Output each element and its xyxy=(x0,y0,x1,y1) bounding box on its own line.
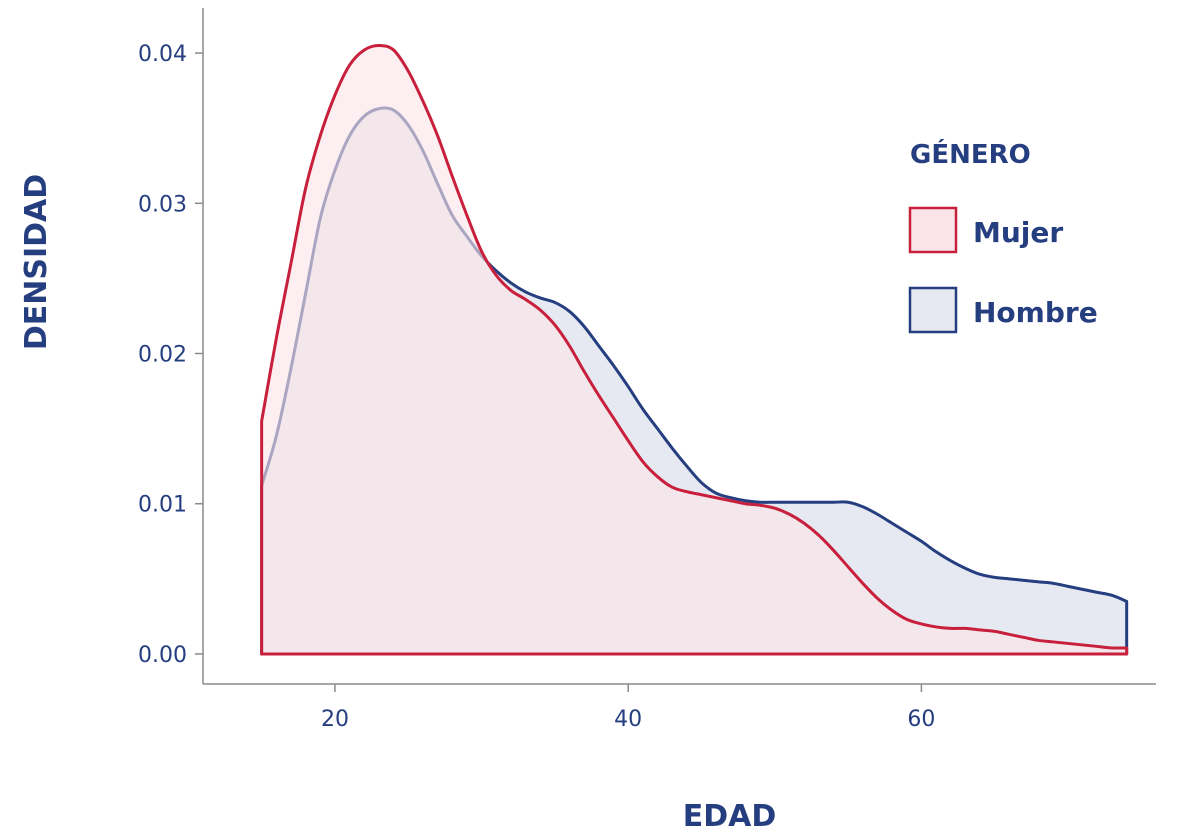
legend-items: Mujer Hombre xyxy=(908,206,1098,334)
x-axis-title: EDAD xyxy=(683,799,777,832)
y-tick-label: 0.00 xyxy=(138,643,187,668)
x-tick-label: 60 xyxy=(907,707,935,732)
y-tick-label: 0.04 xyxy=(138,42,187,67)
legend-swatch-mujer xyxy=(908,206,958,254)
axes: 0.00 0.01 0.02 0.03 0.04 20 40 60 xyxy=(138,8,1156,732)
x-ticks: 20 40 60 xyxy=(321,684,935,732)
x-tick-label: 40 xyxy=(614,707,642,732)
legend-label-hombre: Hombre xyxy=(973,296,1098,329)
y-ticks: 0.00 0.01 0.02 0.03 0.04 xyxy=(138,42,203,668)
y-axis-title: DENSIDAD xyxy=(19,174,54,350)
x-tick-label: 20 xyxy=(321,707,349,732)
y-tick-label: 0.01 xyxy=(138,493,187,518)
line-mujer xyxy=(260,44,1129,656)
legend-swatch-hombre xyxy=(908,286,958,334)
y-tick-label: 0.02 xyxy=(138,343,187,368)
legend-label-mujer: Mujer xyxy=(973,216,1063,249)
y-tick-label: 0.03 xyxy=(138,192,187,217)
legend-title: GÉNERO xyxy=(910,138,1031,170)
area-mujer xyxy=(261,45,1127,654)
series-areas xyxy=(260,44,1129,656)
legend: GÉNERO Mujer Hombre xyxy=(908,138,1098,334)
